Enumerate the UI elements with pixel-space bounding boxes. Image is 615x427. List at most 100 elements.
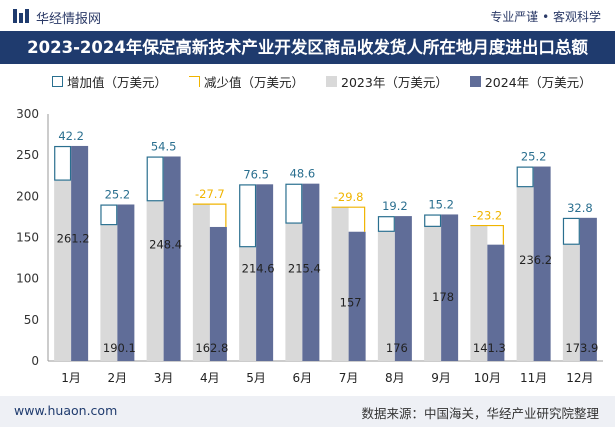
y-tick-label-3: 150 xyxy=(16,231,39,245)
x-tick-label-3: 3月 xyxy=(154,371,174,385)
value-label-2024-6: 215.4 xyxy=(288,261,321,275)
x-tick-label-7: 7月 xyxy=(339,371,359,385)
diff-label-1: 42.2 xyxy=(58,129,84,143)
value-label-2024-11: 236.2 xyxy=(519,253,552,267)
bar-2023-2 xyxy=(100,225,118,361)
bar-2024-8 xyxy=(394,216,412,361)
increase-box-2 xyxy=(100,204,118,226)
bar-2024-11 xyxy=(533,166,551,361)
bar-2024-12 xyxy=(579,217,597,361)
legend-2023-swatch xyxy=(326,75,338,87)
legend-decrease-label: 减少值（万美元） xyxy=(204,74,305,90)
decrease-box-4 xyxy=(192,203,227,227)
bar-2023-7 xyxy=(331,207,349,361)
diff-label-3: 54.5 xyxy=(151,139,177,153)
bar-2023-8 xyxy=(377,231,395,361)
bar-2024-9 xyxy=(441,214,459,361)
value-label-2024-1: 261.2 xyxy=(57,232,90,246)
legend-decrease-swatch xyxy=(189,75,201,87)
bar-2024-1 xyxy=(71,145,89,361)
bar-2024-2 xyxy=(117,204,135,361)
bar-2023-6 xyxy=(285,223,303,361)
legend-2024-label: 2024年（万美元） xyxy=(484,74,592,90)
bar-2023-10 xyxy=(470,225,488,361)
value-label-2024-3: 248.4 xyxy=(149,238,182,252)
x-tick-label-11: 11月 xyxy=(520,371,547,385)
value-label-2024-12: 173.9 xyxy=(565,341,598,355)
x-tick-label-2: 2月 xyxy=(108,371,128,385)
x-tick-label-6: 6月 xyxy=(293,371,313,385)
bar-2023-11 xyxy=(516,187,534,361)
x-tick-label-1: 1月 xyxy=(61,371,81,385)
bar-chart: 0 50 100 150 200 250 300 42.2 261.2 1月 25.2 190.1 2月… xyxy=(16,107,603,385)
legend-increase-label: 增加值（万美元） xyxy=(67,74,168,90)
increase-box-8 xyxy=(377,216,395,232)
legend-2024-swatch xyxy=(469,75,481,87)
diff-label-5: 76.5 xyxy=(243,167,269,181)
value-label-2024-2: 190.1 xyxy=(103,341,136,355)
footer-source: 数据来源：中国海关，华经产业研究院整理 xyxy=(361,406,599,421)
bar-2024-6 xyxy=(302,183,320,361)
bar-2024-7 xyxy=(348,231,366,361)
increase-box-12 xyxy=(562,217,580,245)
diff-label-8: 19.2 xyxy=(382,199,408,213)
increase-box-5 xyxy=(239,184,257,248)
footer: www.huaon.com 数据来源：中国海关，华经产业研究院整理 xyxy=(0,396,615,427)
diff-label-10: -23.2 xyxy=(472,209,502,223)
value-label-2024-7: 157 xyxy=(340,296,362,310)
value-label-2024-10: 141.3 xyxy=(473,341,506,355)
bar-2024-5 xyxy=(256,184,274,361)
bar-2023-3 xyxy=(146,201,164,361)
diff-label-7: -29.8 xyxy=(334,190,364,204)
decrease-box-10 xyxy=(470,224,504,245)
y-tick-label-1: 50 xyxy=(24,313,39,327)
footer-site: www.huaon.com xyxy=(14,403,118,418)
diff-label-4: -27.7 xyxy=(195,187,225,201)
legend: 增加值（万美元） 减少值（万美元） 2023年（万美元） 2024年（万美元） xyxy=(52,72,614,90)
bar-2023-12 xyxy=(562,244,580,361)
increase-box-1 xyxy=(54,145,72,181)
legend-decrease: 减少值（万美元） xyxy=(189,72,304,91)
y-tick-label-5: 250 xyxy=(16,148,39,162)
legend-2023: 2023年（万美元） xyxy=(326,72,448,91)
x-tick-label-10: 10月 xyxy=(474,371,501,385)
increase-box-3 xyxy=(146,156,164,202)
y-tick-label-0: 0 xyxy=(31,354,39,368)
increase-box-9 xyxy=(424,214,442,227)
legend-2024: 2024年（万美元） xyxy=(469,72,592,91)
x-tick-label-8: 8月 xyxy=(385,371,405,385)
y-tick-label-2: 100 xyxy=(16,272,39,286)
diff-label-11: 25.2 xyxy=(521,150,547,164)
slogan: 专业严谨 • 客观科学 xyxy=(490,10,601,24)
legend-2023-label: 2023年（万美元） xyxy=(341,74,448,90)
increase-box-11 xyxy=(516,166,534,188)
diff-label-12: 32.8 xyxy=(567,201,593,215)
bar-2023-4 xyxy=(192,204,210,361)
bar-2024-3 xyxy=(163,156,181,361)
legend-increase-swatch xyxy=(52,75,63,87)
x-tick-label-12: 12月 xyxy=(566,371,593,385)
brand-name: 华经情报网 xyxy=(36,12,102,27)
legend-increase: 增加值（万美元） xyxy=(52,72,167,91)
bar-2023-1 xyxy=(54,180,72,361)
y-tick-label-6: 300 xyxy=(16,107,39,121)
value-label-2024-4: 162.8 xyxy=(195,341,228,355)
decrease-box-7 xyxy=(331,206,366,232)
bar-2023-5 xyxy=(239,247,257,361)
increase-box-6 xyxy=(285,183,303,224)
value-label-2024-5: 214.6 xyxy=(242,262,275,276)
huajing-logo-icon xyxy=(13,9,29,23)
bar-2024-4 xyxy=(209,226,227,361)
value-label-2024-8: 176 xyxy=(386,341,408,355)
x-tick-label-4: 4月 xyxy=(200,371,220,385)
diff-label-2: 25.2 xyxy=(105,187,131,201)
top-bar: 华经情报网 专业严谨 • 客观科学 xyxy=(0,0,615,31)
y-tick-label-4: 200 xyxy=(16,189,39,203)
diff-label-9: 15.2 xyxy=(428,197,454,211)
x-tick-label-5: 5月 xyxy=(246,371,266,385)
bar-2023-9 xyxy=(424,226,442,361)
chart-title: 2023-2024年保定高新技术产业开发区商品收发货人所在地月度进出口总额 xyxy=(0,31,615,64)
diff-label-6: 48.6 xyxy=(290,167,316,181)
x-tick-label-9: 9月 xyxy=(431,371,451,385)
value-label-2024-9: 178 xyxy=(432,290,454,304)
